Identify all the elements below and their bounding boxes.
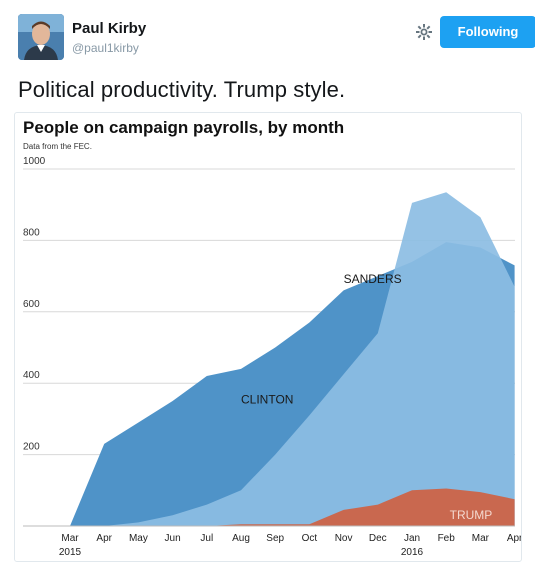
x-tick-label: Feb (438, 533, 456, 544)
tweet-header: Paul Kirby @paul1kirby Following (18, 14, 535, 64)
x-tick-label: Dec (369, 533, 387, 544)
area-trump (70, 488, 515, 526)
profile-photo (18, 14, 64, 60)
x-tick-label: Apr (507, 533, 522, 544)
annotation-sanders: SANDERS (344, 272, 402, 286)
chart-image[interactable]: People on campaign payrolls, by month Dat… (14, 112, 522, 562)
gear-icon[interactable] (414, 22, 434, 42)
x-year-label: 2015 (59, 547, 82, 558)
author-handle[interactable]: @paul1kirby (72, 41, 139, 55)
avatar[interactable] (18, 14, 64, 60)
x-tick-label: Aug (232, 533, 250, 544)
x-tick-label: Jul (200, 533, 213, 544)
y-tick-label: 800 (23, 227, 40, 238)
x-tick-label: Jun (165, 533, 181, 544)
x-tick-label: Apr (96, 533, 112, 544)
y-tick-label: 1000 (23, 156, 46, 167)
author-name[interactable]: Paul Kirby (72, 20, 147, 37)
x-tick-label: Sep (266, 533, 284, 544)
tweet-text: Political productivity. Trump style. (18, 77, 346, 102)
y-tick-label: 400 (23, 370, 40, 381)
x-tick-label: Mar (61, 533, 79, 544)
x-tick-label: Mar (472, 533, 490, 544)
x-tick-label: Nov (335, 533, 353, 544)
x-tick-label: May (129, 533, 148, 544)
annotation-clinton: CLINTON (241, 392, 293, 406)
area-chart: People on campaign payrolls, by month Dat… (23, 118, 522, 558)
y-tick-label: 600 (23, 299, 40, 310)
x-tick-label: Jan (404, 533, 420, 544)
chart-title: People on campaign payrolls, by month (23, 118, 344, 137)
y-tick-label: 200 (23, 442, 40, 453)
following-button[interactable]: Following (440, 16, 535, 48)
x-tick-label: Oct (302, 533, 318, 544)
annotation-trump: TRUMP (450, 508, 493, 522)
area-sanders (70, 192, 515, 526)
chart-subtitle: Data from the FEC. (23, 142, 92, 151)
x-year-label: 2016 (401, 547, 424, 558)
